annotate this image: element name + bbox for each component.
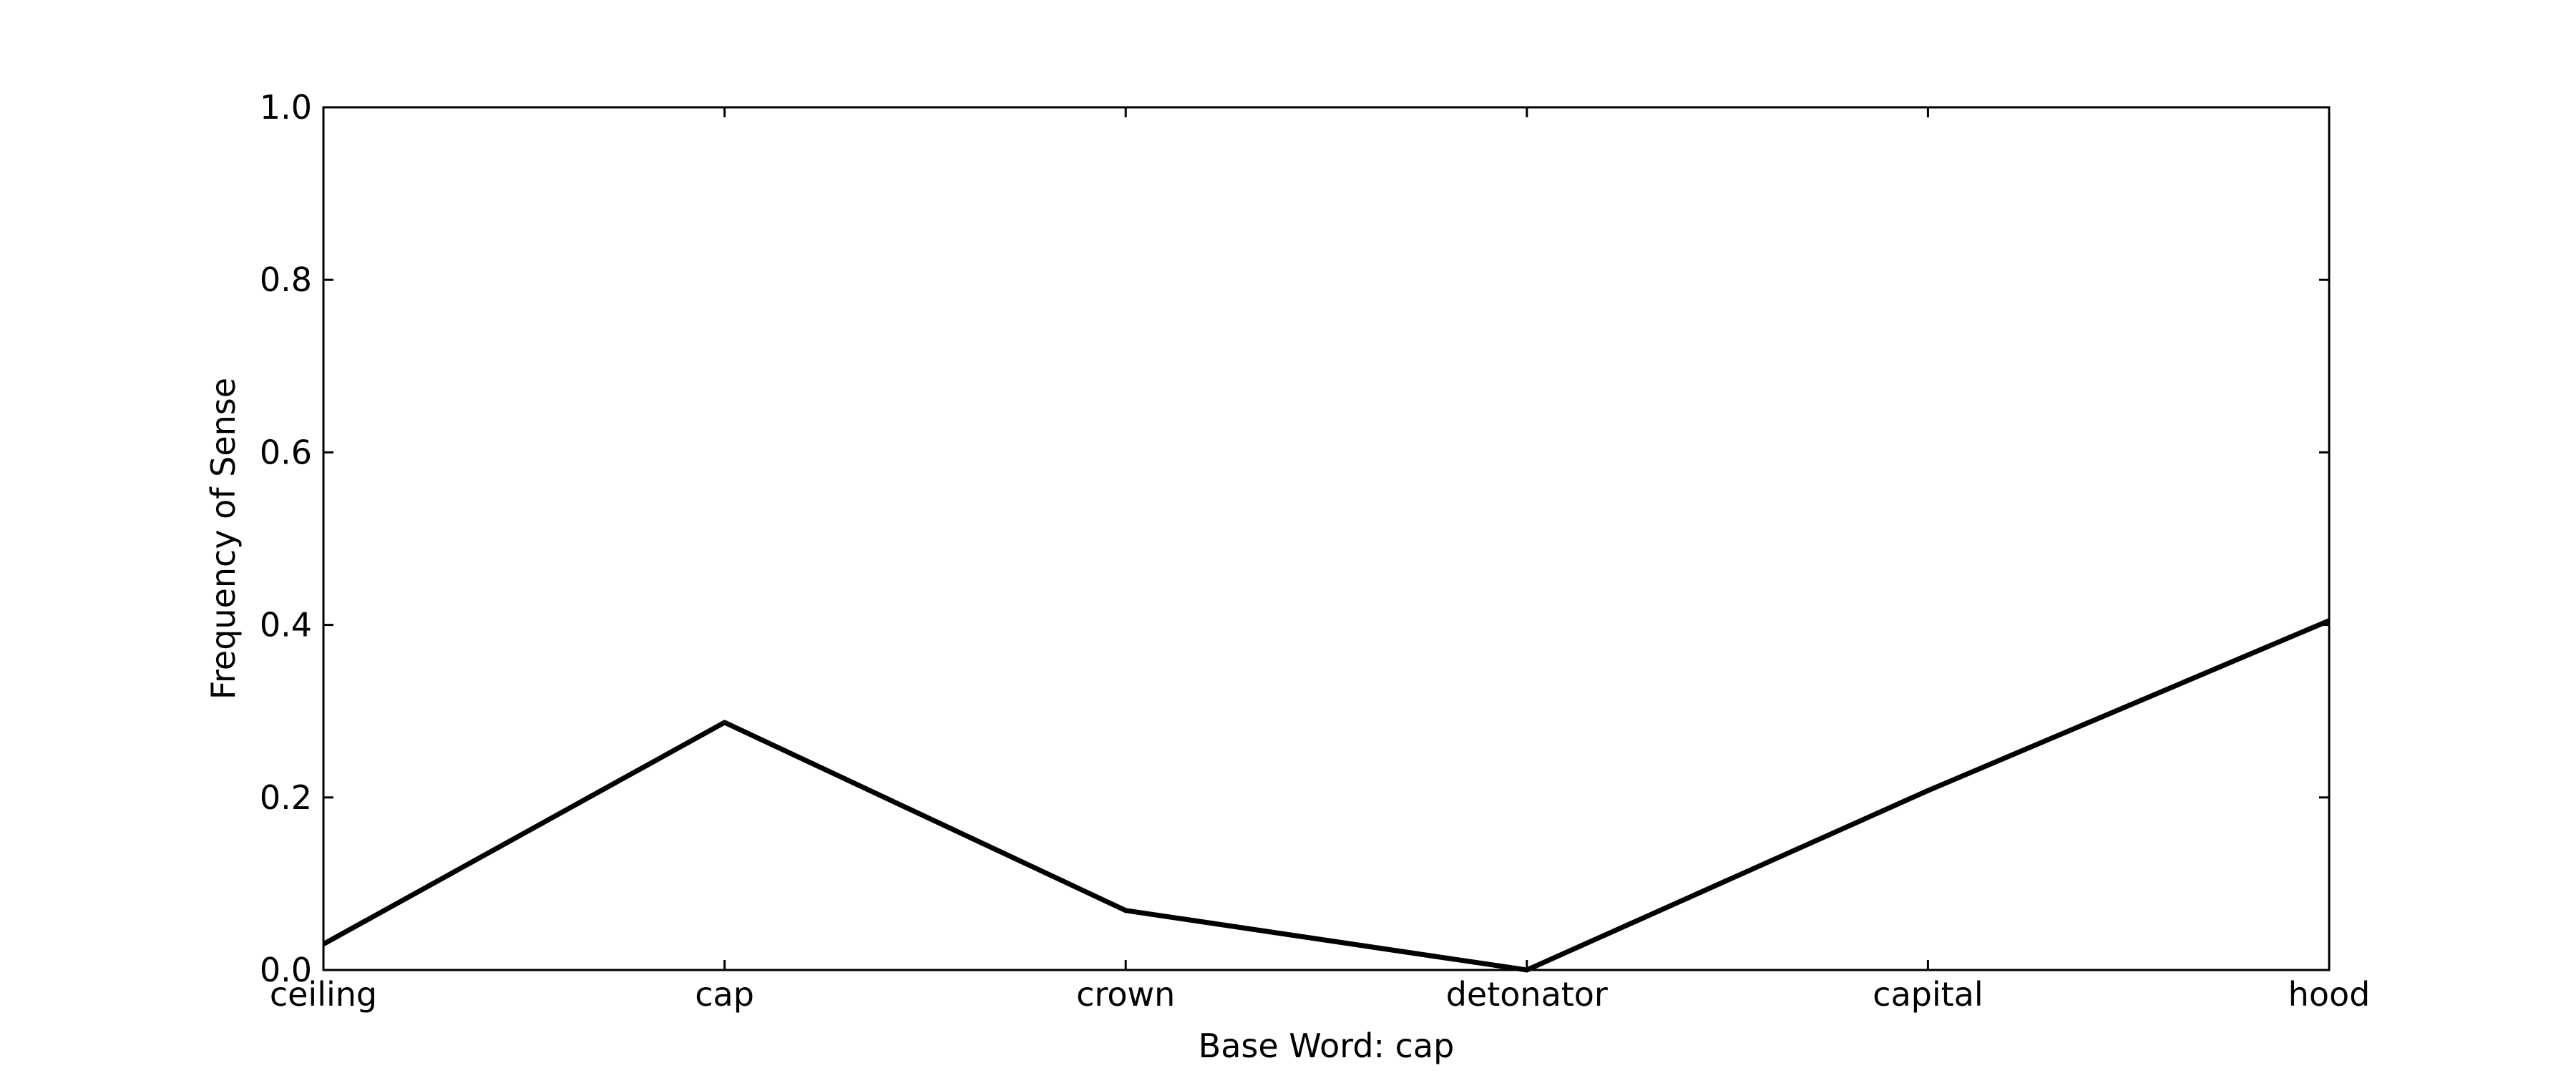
x-tick-label: hood [2288,975,2371,1014]
series-line [322,618,2331,973]
y-axis-label: Frequency of Sense [204,378,243,700]
y-tick-label: 0.2 [260,778,312,817]
x-tick-label: cap [695,975,754,1014]
x-tick-label: capital [1873,975,1983,1014]
x-tick-label: crown [1076,975,1175,1014]
y-tick-label: 0.0 [260,951,312,989]
y-axis-ticks: 0.0 0.2 0.4 0.6 0.8 1.0 [260,88,2329,989]
x-tick-label: ceiling [270,975,377,1014]
x-axis-ticks: ceiling cap crown detonator capital hood [270,107,2370,1014]
x-tick-label: detonator [1446,975,1608,1014]
plot-area-frame [322,106,2331,971]
y-tick-label: 0.8 [260,260,312,299]
y-tick-label: 0.4 [260,606,312,645]
x-axis-label: Base Word: cap [1199,1027,1455,1065]
y-tick-label: 1.0 [260,88,312,127]
y-tick-label: 0.6 [260,433,312,471]
